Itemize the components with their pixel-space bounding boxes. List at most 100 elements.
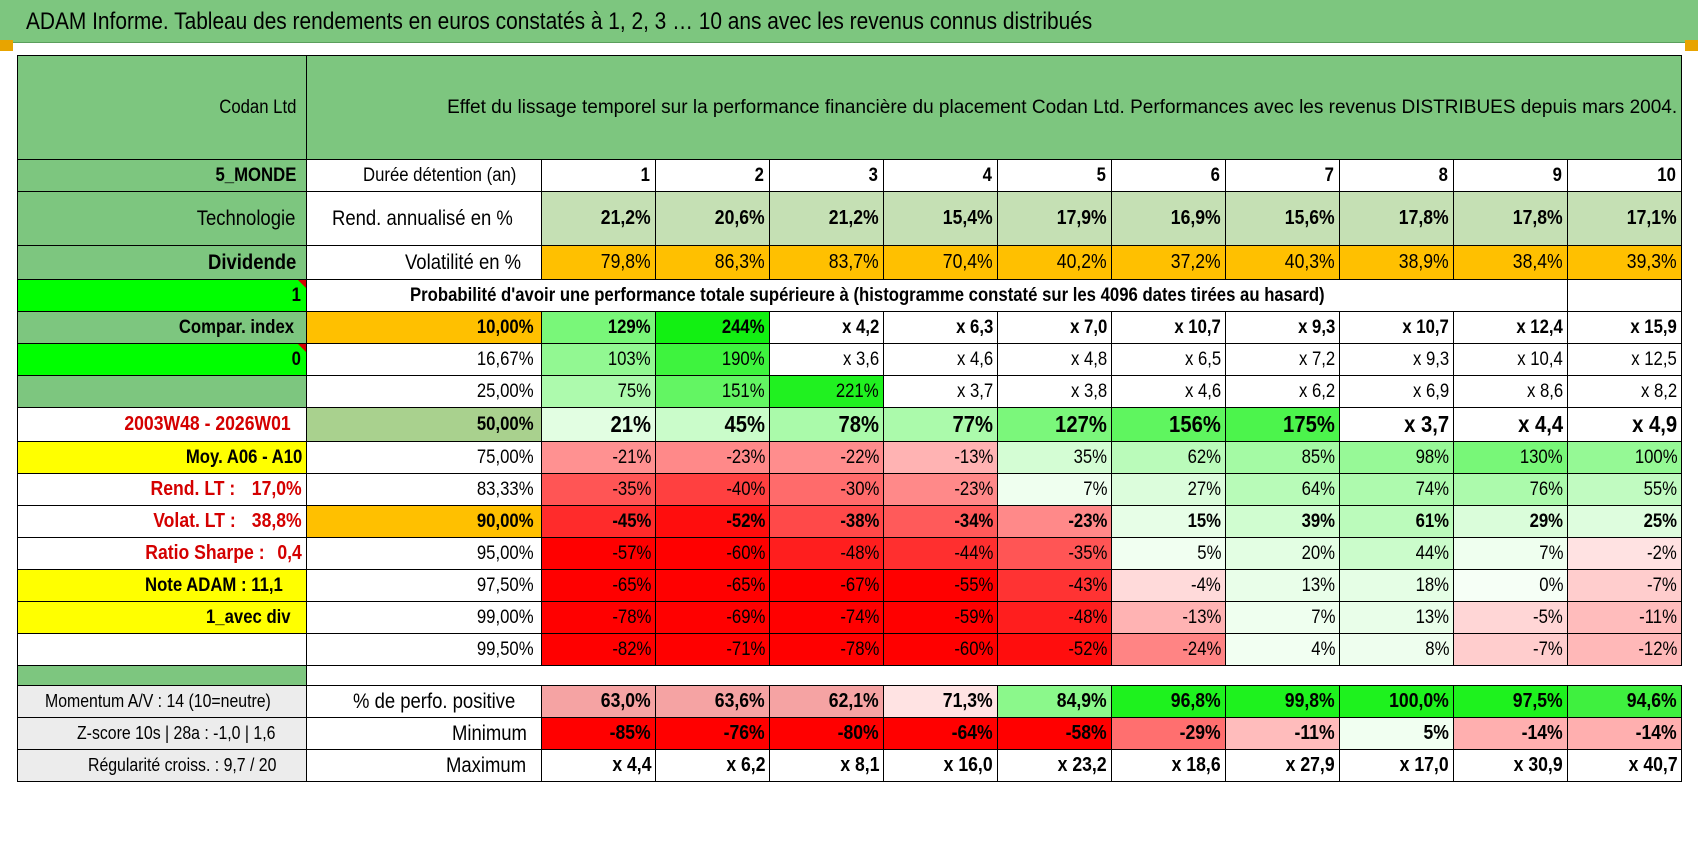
prob-title-row: 1 Probabilité d'avoir une performance tot…	[17, 279, 1683, 312]
prob-value: 29%	[1453, 505, 1568, 538]
positive-value: 100,0%	[1339, 685, 1454, 718]
prob-value: 62%	[1111, 441, 1226, 474]
prob-value-text: 244%	[722, 316, 765, 338]
minimum-value-text: 5%	[1423, 722, 1449, 744]
prob-value: -2%	[1566, 537, 1683, 570]
prob-value: x 4,8	[997, 343, 1112, 376]
prob-value: -30%	[769, 473, 884, 506]
year-header-text: 4	[983, 164, 993, 186]
vol-value-text: 39,3%	[1627, 251, 1678, 273]
prob-value: 221%	[769, 375, 884, 408]
table-description: Effet du lissage temporel sur la perform…	[305, 55, 1683, 160]
minimum-value: -29%	[1111, 717, 1226, 750]
prob-value-text: -7%	[1533, 638, 1563, 660]
positive-value-text: 84,9%	[1057, 690, 1107, 712]
rend-value-text: 17,8%	[1399, 207, 1449, 229]
maximum-value-text: x 27,9	[1286, 754, 1335, 776]
prob-value-text: x 9,3	[1297, 316, 1335, 338]
prob-value: 13%	[1339, 601, 1454, 634]
vol-value-text: 40,3%	[1285, 251, 1335, 273]
mode-label-text: 1_avec div	[205, 606, 291, 628]
maximum-value-text: x 8,1	[839, 754, 879, 776]
prob-value: -78%	[769, 633, 884, 666]
prob-value-text: 130%	[1520, 446, 1563, 468]
prob-value-text: 29%	[1529, 510, 1563, 532]
rend-value: 20,6%	[655, 191, 770, 246]
prob-value-text: 151%	[722, 380, 765, 402]
year-header: 3	[769, 159, 884, 192]
prob-value-text: x 3,7	[1403, 411, 1449, 437]
positive-value: 63,0%	[541, 685, 656, 718]
prob-value-text: 77%	[952, 411, 993, 437]
prob-value: x 3,6	[769, 343, 884, 376]
positive-label: % de perfo. positive	[306, 685, 542, 718]
vol-label: Volatilité en %	[306, 245, 542, 280]
prob-value-text: 190%	[722, 348, 765, 370]
maximum-value-text: x 6,2	[725, 754, 765, 776]
prob-value-text: x 4,9	[1632, 411, 1678, 437]
year-header-text: 1	[641, 164, 651, 186]
prob-value: 64%	[1225, 473, 1340, 506]
prob-value-text: 55%	[1643, 478, 1678, 500]
prob-title: Probabilité d'avoir une performance tota…	[306, 279, 1454, 312]
percentile-label-text: 75,00%	[476, 446, 534, 468]
prob-value-text: -60%	[725, 542, 765, 564]
maximum-value-text: x 40,7	[1628, 754, 1678, 776]
prob-value: x 4,2	[769, 311, 884, 344]
returns-table: Codan Ltd Effet du lissage temporel sur l…	[17, 55, 1683, 782]
prob-value: 244%	[655, 311, 770, 344]
prob-value: 75%	[541, 375, 656, 408]
prob-value-text: 129%	[608, 316, 651, 338]
maximum-value: x 16,0	[883, 749, 998, 782]
prob-value: -60%	[655, 537, 770, 570]
vol-value: 39,3%	[1566, 245, 1683, 280]
minimum-value-text: -80%	[837, 722, 879, 744]
prob-value: 45%	[655, 407, 770, 442]
prob-value-text: 15%	[1187, 510, 1221, 532]
positive-value-text: 62,1%	[829, 690, 879, 712]
maximum-value: x 23,2	[997, 749, 1112, 782]
prob-value-text: 64%	[1301, 478, 1335, 500]
period-label: 2003W48 - 2026W01	[17, 407, 307, 442]
prob-value-text: -12%	[1638, 638, 1678, 660]
flag-2-text: 0	[292, 348, 302, 370]
prob-value-text: -34%	[953, 510, 993, 532]
percentile-label-text: 83,33%	[476, 478, 534, 500]
prob-value-text: 74%	[1415, 478, 1449, 500]
prob-value-text: -44%	[953, 542, 993, 564]
prob-value-text: -52%	[1067, 638, 1107, 660]
prob-value-text: -13%	[953, 446, 993, 468]
prob-value-text: -5%	[1533, 606, 1563, 628]
minimum-value-text: -14%	[1636, 722, 1678, 744]
vol-value: 38,9%	[1339, 245, 1454, 280]
prob-value-text: 85%	[1301, 446, 1335, 468]
regularite-label-text: Régularité croiss. : 9,7 / 20	[87, 755, 277, 775]
prob-value-text: x 3,6	[842, 348, 879, 370]
prob-value-text: -52%	[725, 510, 765, 532]
prob-value-text: -71%	[725, 638, 765, 660]
prob-value-text: 100%	[1634, 446, 1678, 468]
maximum-value: x 4,4	[541, 749, 656, 782]
prob-row: Moy. A06 - A10 75,00% -21% -23% -22% -13% 35% 6…	[17, 441, 1683, 474]
period-label-text: 2003W48 - 2026W01	[124, 413, 291, 435]
year-header: 6	[1111, 159, 1226, 192]
prob-value: x 12,5	[1566, 343, 1683, 376]
year-header: 1	[541, 159, 656, 192]
prob-value-text: x 4,6	[956, 348, 993, 370]
prob-value: -48%	[769, 537, 884, 570]
minimum-row: Z-score 10s | 28a : -1,0 | 1,6 Minimum -85…	[17, 717, 1683, 750]
prob-value-text: -30%	[839, 478, 879, 500]
rend-value: 21,2%	[541, 191, 656, 246]
percentile-label-text: 25,00%	[476, 380, 534, 402]
prob-value: 100%	[1566, 441, 1683, 474]
prob-value-text: -35%	[1067, 542, 1107, 564]
prob-value: 103%	[541, 343, 656, 376]
percentile-label-text: 16,67%	[476, 348, 534, 370]
prob-value-text: x 15,9	[1630, 316, 1678, 338]
rend-value-text: 17,8%	[1513, 207, 1563, 229]
prob-value: x 9,3	[1225, 311, 1340, 344]
sharpe-label: Ratio Sharpe :	[144, 542, 265, 564]
prob-value-text: 156%	[1169, 411, 1221, 437]
prob-value: -13%	[1111, 601, 1226, 634]
prob-value-text: 4%	[1310, 638, 1335, 660]
